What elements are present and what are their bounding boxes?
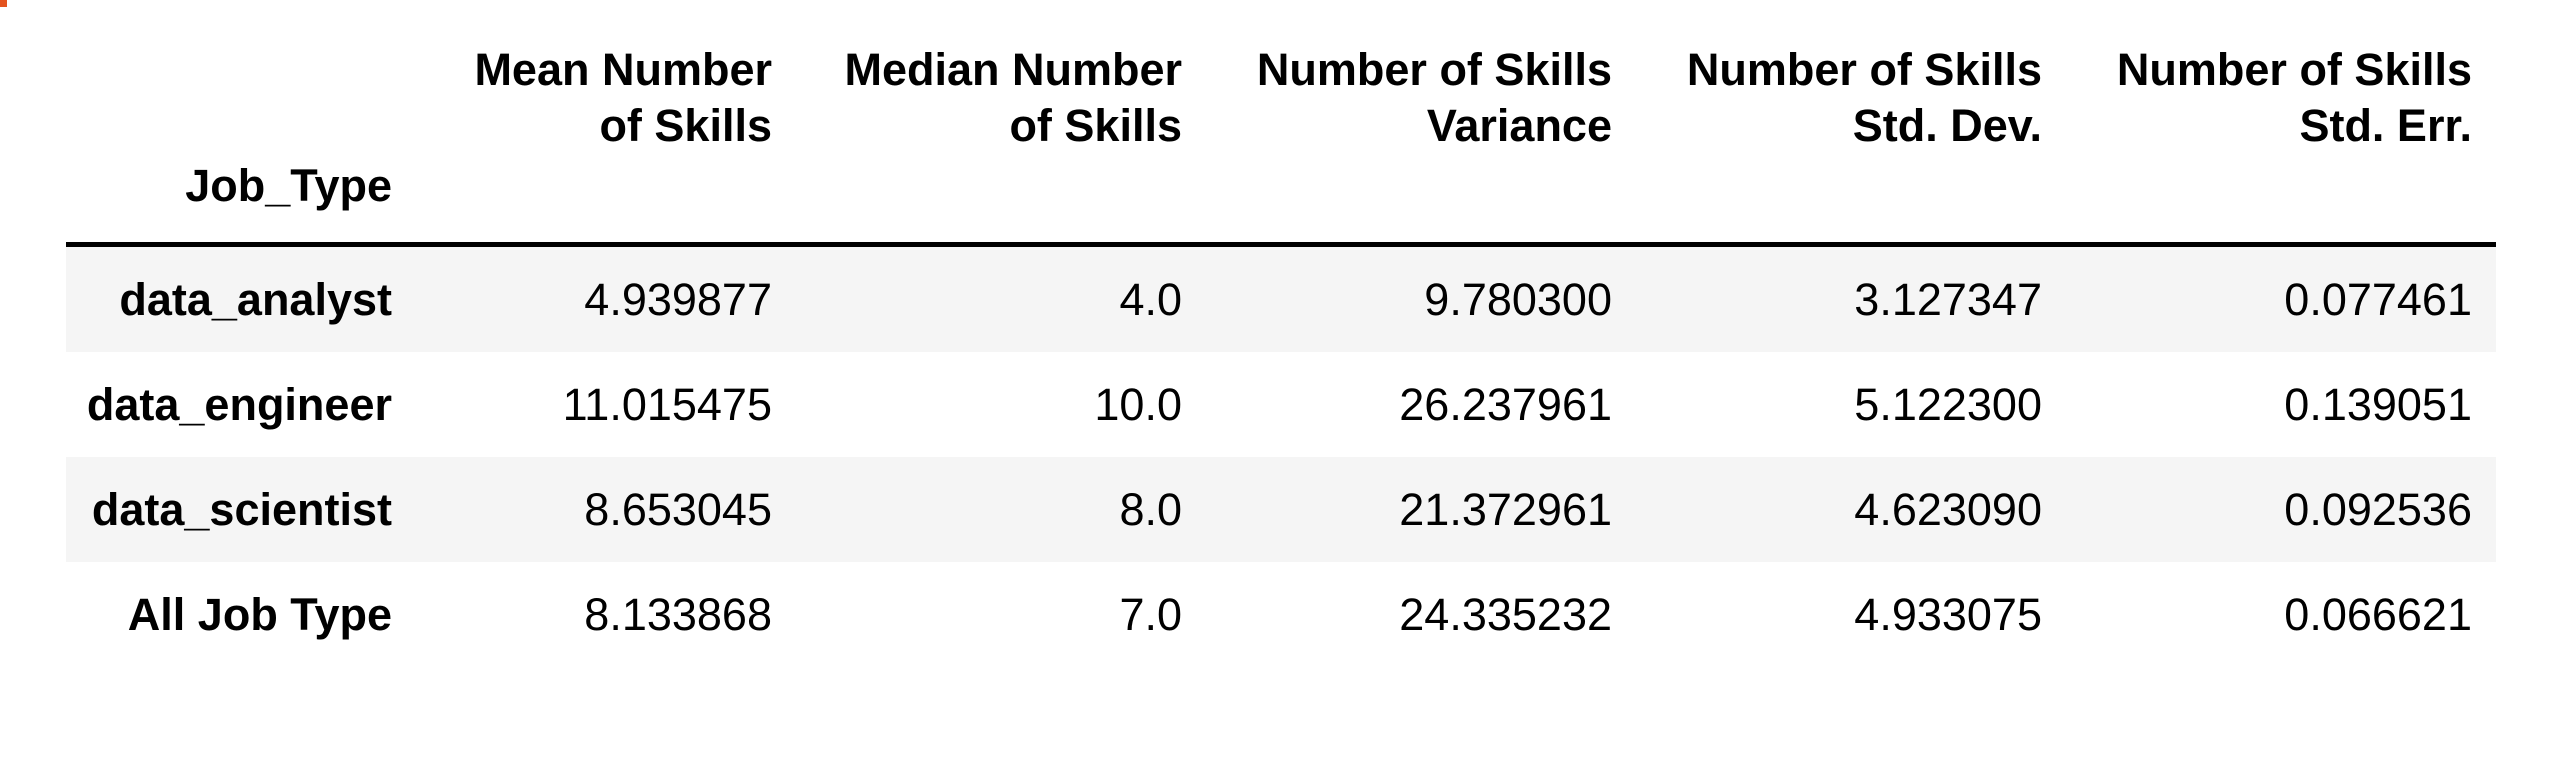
table-row: All Job Type 8.133868 7.0 24.335232 4.93…: [66, 562, 2496, 667]
table-cell: 10.0: [1094, 378, 1182, 430]
table-cell: 7.0: [1119, 588, 1182, 640]
cell-indicator-mark: [0, 0, 7, 7]
table-cell: 11.015475: [562, 378, 772, 430]
row-label: data_scientist: [66, 457, 416, 562]
column-header-mean: Mean Number of Skills: [416, 38, 796, 154]
column-header-line: Std. Err.: [2299, 100, 2472, 151]
column-header-line: Number of Skills: [1686, 44, 2042, 95]
table-cell: 4.933075: [1854, 588, 2042, 640]
index-header-blank: [796, 154, 1206, 247]
column-header-line: of Skills: [599, 100, 772, 151]
row-label: data_engineer: [86, 378, 392, 430]
column-header-line: Mean Number: [474, 44, 772, 95]
column-header-line: Number of Skills: [1256, 44, 1612, 95]
column-header-row: Mean Number of Skills Median Number of S…: [66, 38, 2496, 154]
table-row: data_scientist 8.653045 8.0 21.372961 4.…: [66, 457, 2496, 562]
index-header-blank: [1206, 154, 1636, 247]
column-header-median: Median Number of Skills: [796, 38, 1206, 154]
column-header-line: Number of Skills: [2116, 44, 2472, 95]
column-header-std-err: Number of Skills Std. Err.: [2066, 38, 2496, 154]
table-cell: 4.623090: [1636, 457, 2066, 562]
table-body: data_analyst 4.939877 4.0 9.780300 3.127…: [66, 244, 2496, 668]
table-cell: 4.0: [796, 244, 1206, 352]
table-cell: 0.139051: [2284, 378, 2472, 430]
column-header-blank: [66, 38, 416, 154]
index-header-blank: [416, 154, 796, 247]
index-header-row: Job_Type: [66, 154, 2496, 247]
table-cell: 4.939877: [416, 244, 796, 352]
dataframe-table: Mean Number of Skills Median Number of S…: [66, 38, 2496, 667]
table-cell: 0.077461: [2066, 244, 2496, 352]
table-cell: 8.0: [796, 457, 1206, 562]
table-cell: 21.372961: [1206, 457, 1636, 562]
index-header-blank: [1636, 154, 2066, 247]
index-header-blank: [2066, 154, 2496, 247]
table-cell: 8.653045: [416, 457, 796, 562]
column-header-line: Variance: [1426, 100, 1612, 151]
table-row: data_analyst 4.939877 4.0 9.780300 3.127…: [66, 244, 2496, 352]
table-cell: 24.335232: [1399, 588, 1612, 640]
row-label: data_analyst: [66, 244, 416, 352]
column-header-line: of Skills: [1009, 100, 1182, 151]
table-cell: 0.066621: [2284, 588, 2472, 640]
column-header-variance: Number of Skills Variance: [1206, 38, 1636, 154]
table-cell: 9.780300: [1206, 244, 1636, 352]
table-row: data_engineer 11.015475 10.0 26.237961 5…: [66, 352, 2496, 457]
column-header-line: Median Number: [844, 44, 1182, 95]
table-cell: 3.127347: [1636, 244, 2066, 352]
table-cell: 8.133868: [584, 588, 772, 640]
row-label: All Job Type: [127, 588, 392, 640]
column-header-std-dev: Number of Skills Std. Dev.: [1636, 38, 2066, 154]
table-cell: 5.122300: [1854, 378, 2042, 430]
table-header: Mean Number of Skills Median Number of S…: [66, 38, 2496, 247]
table-cell: 26.237961: [1399, 378, 1612, 430]
column-header-line: Std. Dev.: [1852, 100, 2042, 151]
table-cell: 0.092536: [2066, 457, 2496, 562]
index-name-header: Job_Type: [66, 154, 416, 247]
